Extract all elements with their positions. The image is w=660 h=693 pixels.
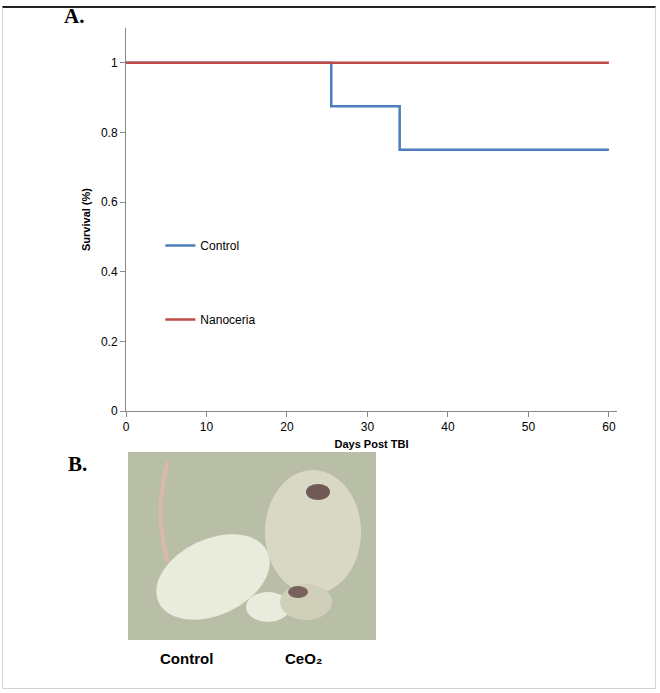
svg-text:30: 30 xyxy=(361,420,375,434)
html-text:A.: A. xyxy=(64,4,85,28)
svg-text:40: 40 xyxy=(441,420,455,434)
svg-text:0: 0 xyxy=(111,404,118,418)
svg-text:50: 50 xyxy=(522,420,536,434)
svg-text:0.2: 0.2 xyxy=(101,335,118,349)
html-text:Control: Control xyxy=(160,650,214,667)
svg-text:Control: Control xyxy=(200,239,239,253)
html-text:B.: B. xyxy=(68,452,88,476)
svg-text:20: 20 xyxy=(280,420,294,434)
svg-text:Nanoceria: Nanoceria xyxy=(200,313,255,327)
svg-text:Survival (%): Survival (%) xyxy=(80,188,92,251)
svg-text:10: 10 xyxy=(200,420,214,434)
svg-text:0: 0 xyxy=(123,420,130,434)
svg-text:1: 1 xyxy=(111,56,118,70)
svg-text:0.6: 0.6 xyxy=(101,195,118,209)
svg-text:60: 60 xyxy=(602,420,616,434)
html-text:CeO₂: CeO₂ xyxy=(285,650,323,667)
svg-text:Days Post TBI: Days Post TBI xyxy=(335,438,409,450)
svg-text:0.4: 0.4 xyxy=(101,265,118,279)
svg-text:0.8: 0.8 xyxy=(101,126,118,140)
